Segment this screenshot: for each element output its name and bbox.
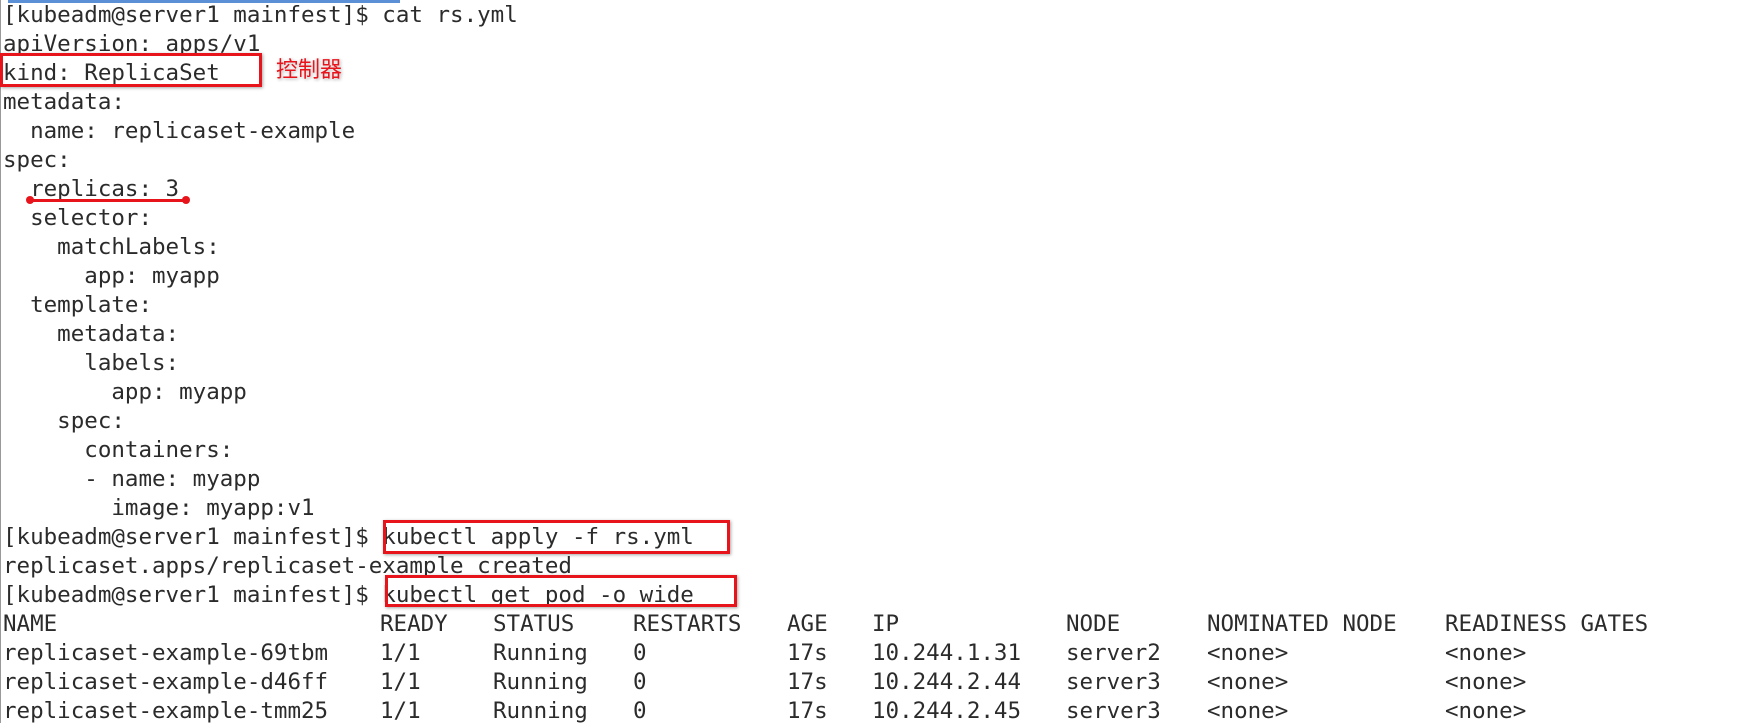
terminal-line: matchLabels: [3,234,220,260]
table-header: RESTARTS [633,611,742,637]
table-cell: <none> [1207,640,1289,666]
terminal-line: replicaset.apps/replicaset-example creat… [3,553,572,579]
terminal-line: selector: [3,205,153,231]
terminal-line: labels: [3,350,180,376]
table-cell: Running [493,698,588,724]
terminal-line: kind: ReplicaSet [3,60,220,86]
underline-dot-end [182,196,190,204]
table-cell: 10.244.1.31 [872,640,1022,666]
table-cell: <none> [1445,640,1527,666]
table-cell: 0 [633,669,647,695]
table-header: STATUS [493,611,575,637]
table-cell: <none> [1207,698,1289,724]
table-cell: <none> [1445,669,1527,695]
table-cell: 1/1 [380,698,421,724]
table-cell: 17s [787,640,828,666]
kind-highlight-box [0,53,262,87]
table-cell: replicaset-example-69tbm [3,640,329,666]
table-cell: 17s [787,669,828,695]
table-header: IP [872,611,900,637]
terminal-line: [kubeadm@server1 mainfest]$ cat rs.yml [3,2,518,28]
terminal-line: apiVersion: apps/v1 [3,31,261,57]
table-cell: <none> [1445,698,1527,724]
table-cell: 0 [633,698,647,724]
terminal-line: - name: myapp [3,466,261,492]
table-cell: server2 [1066,640,1161,666]
table-header: NODE [1066,611,1121,637]
terminal-line: template: [3,292,153,318]
table-cell: 10.244.2.44 [872,669,1022,695]
table-header: READY [380,611,448,637]
replicas-underline [30,199,186,202]
terminal-line: [kubeadm@server1 mainfest]$ kubectl get … [3,582,694,608]
terminal-line: [kubeadm@server1 mainfest]$ kubectl appl… [3,524,694,550]
terminal-line: spec: [3,408,125,434]
terminal-line: metadata: [3,321,180,347]
table-cell: <none> [1207,669,1289,695]
table-header: AGE [787,611,828,637]
get-pod-command-highlight-box [385,575,737,607]
terminal-line: image: myapp:v1 [3,495,315,521]
terminal-line: spec: [3,147,71,173]
table-cell: server3 [1066,698,1161,724]
terminal-line: containers: [3,437,234,463]
terminal-line: replicas: 3 [3,176,180,202]
terminal-line: metadata: [3,89,125,115]
table-cell: replicaset-example-d46ff [3,669,329,695]
terminal-line: app: myapp [3,379,247,405]
table-cell: Running [493,640,588,666]
apply-command-highlight-box [383,520,730,554]
table-cell: replicaset-example-tmm25 [3,698,329,724]
table-cell: 0 [633,640,647,666]
table-cell: 1/1 [380,640,421,666]
window-left-border [0,0,1,723]
table-cell: 1/1 [380,669,421,695]
table-header: NAME [3,611,58,637]
table-cell: 17s [787,698,828,724]
window-top-bar [8,0,400,3]
table-header: READINESS GATES [1445,611,1649,637]
terminal-line: app: myapp [3,263,220,289]
table-cell: Running [493,669,588,695]
table-cell: 10.244.2.45 [872,698,1022,724]
terminal-line: name: replicaset-example [3,118,356,144]
kind-annotation-label: 控制器 [276,58,343,83]
underline-dot-start [26,196,34,204]
table-cell: server3 [1066,669,1161,695]
table-header: NOMINATED NODE [1207,611,1397,637]
